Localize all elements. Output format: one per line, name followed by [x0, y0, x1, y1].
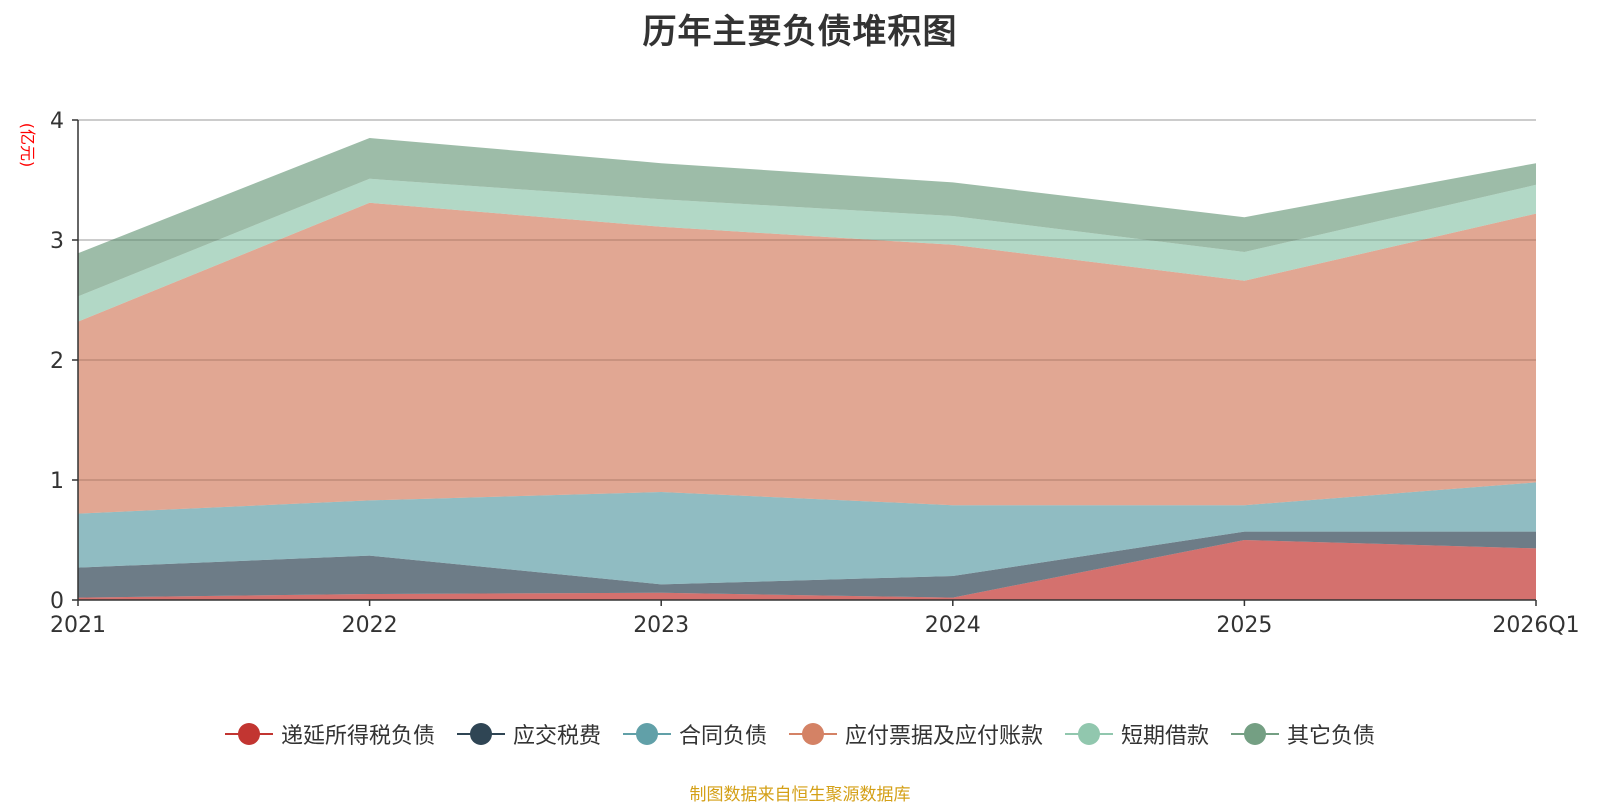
legend-item-3[interactable]: 应付票据及应付账款 [789, 718, 1043, 750]
x-tick-label: 2021 [50, 613, 106, 638]
legend-marker-icon [224, 722, 273, 746]
x-tick-label: 2024 [925, 613, 981, 638]
x-tick-label: 2023 [633, 613, 689, 638]
legend-item-0[interactable]: 递延所得税负债 [224, 718, 435, 750]
legend-marker-icon [1231, 722, 1280, 746]
x-tick-label: 2022 [342, 613, 398, 638]
x-tick-label: 2026Q1 [1492, 613, 1579, 638]
legend-label: 应付票据及应付账款 [845, 724, 1044, 749]
legend-marker-icon [456, 722, 505, 746]
legend-label: 合同负债 [678, 724, 767, 749]
area-series-5[interactable] [78, 138, 1536, 297]
y-tick-label: 0 [50, 589, 64, 614]
data-source-footer: 制图数据来自恒生聚源数据库 [689, 785, 911, 805]
legend-item-1[interactable]: 应交税费 [456, 718, 601, 750]
legend-item-5[interactable]: 其它负债 [1231, 718, 1375, 750]
legend-label: 递延所得税负债 [280, 724, 435, 749]
legend: 递延所得税负债 应交税费 合同负债 应付票据及应付账款 短期借款 其它负债 [0, 718, 1600, 750]
legend-item-2[interactable]: 合同负债 [622, 718, 767, 750]
x-tick-label: 2025 [1216, 613, 1272, 638]
axes: 0 1 2 3 4 2021 2022 2023 2024 2025 2026Q1 [50, 109, 1580, 638]
y-tick-label: 2 [50, 349, 64, 374]
area-series-1[interactable] [78, 531, 1536, 598]
chart-title: 历年主要负债堆积图 [642, 12, 958, 52]
legend-item-4[interactable]: 短期借款 [1065, 718, 1209, 750]
legend-label: 短期借款 [1121, 724, 1210, 749]
legend-marker-icon [622, 722, 671, 746]
legend-marker-icon [1065, 722, 1114, 746]
legend-label: 应交税费 [512, 724, 601, 749]
area-series-3[interactable] [78, 202, 1536, 514]
area-series-0[interactable] [78, 540, 1536, 600]
area-series-2[interactable] [78, 482, 1536, 585]
legend-label: 其它负债 [1287, 724, 1376, 749]
y-axis-label: (亿元) [18, 123, 37, 168]
stacked-areas [78, 119, 1536, 600]
legend-marker-icon [789, 722, 837, 746]
y-tick-label: 4 [50, 109, 64, 134]
y-tick-label: 3 [50, 229, 64, 254]
y-tick-label: 1 [50, 469, 64, 494]
